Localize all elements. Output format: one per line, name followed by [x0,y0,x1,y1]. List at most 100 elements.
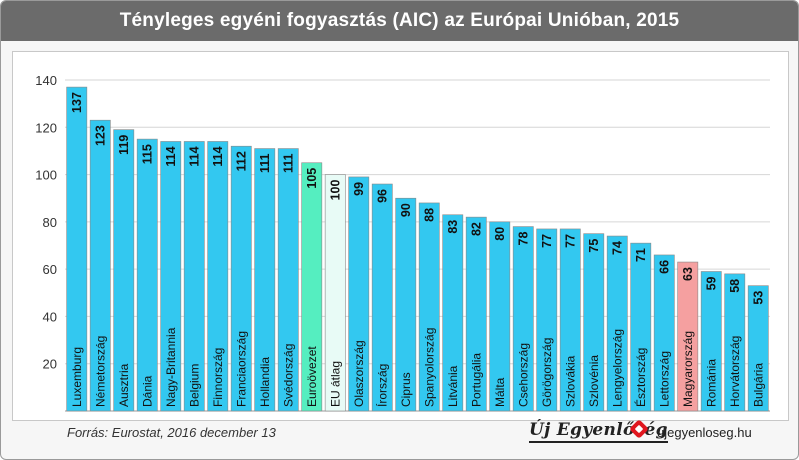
bar [418,202,440,412]
bar-value-label: 75 [587,239,601,253]
bar [324,174,346,412]
bar [489,221,511,412]
plot-panel: 20 40 60 80 100 120 140 137 Luxemburg 123 Németors… [12,51,789,421]
category-label: Luxemburg [70,347,84,407]
y-tick-label: 80 [43,215,57,230]
category-label: Ciprus [399,372,413,407]
y-tick-label: 100 [35,168,57,183]
bar [700,271,722,412]
bar-value-label: 114 [164,146,178,166]
bar-value-label: 111 [281,154,295,174]
bar-value-label: 71 [634,248,648,262]
category-label: Észtország [633,348,648,407]
bar [89,119,111,412]
category-label: Franciaország [234,331,248,407]
bar [442,214,464,412]
bar [512,226,534,412]
bar [66,86,88,412]
bar [277,148,299,412]
category-label: Portugália [469,353,483,407]
bar [536,228,558,412]
bar-value-label: 119 [117,135,131,155]
bar [630,242,652,412]
bar-value-label: 82 [469,222,483,236]
chart-title: Tényleges egyéni fogyasztás (AIC) az Eur… [119,10,680,31]
bar-value-label: 115 [140,144,154,164]
category-label: Lettország [657,351,671,407]
bar-value-label: 58 [728,279,742,293]
bar-value-label: 88 [422,208,436,222]
category-label: Horvátország [728,336,742,407]
bar [724,273,746,412]
bar [136,138,158,412]
bar-value-label: 59 [704,276,718,290]
category-label: Görögország [540,338,554,407]
bar-value-label: 114 [211,146,225,166]
bar-value-label: 66 [657,260,671,274]
bar [747,285,769,412]
bar [677,261,699,412]
bar-value-label: 80 [493,227,507,241]
bar-value-label: 99 [352,182,366,196]
bar [160,141,182,412]
category-label: Olaszország [352,340,366,407]
bar-value-label: 112 [234,151,248,171]
bar [395,197,417,412]
bar [348,176,370,412]
bar [301,162,323,412]
bar [371,183,393,412]
bar-value-label: 90 [399,203,413,217]
bar-value-label: 63 [681,267,695,281]
bar [207,141,229,412]
category-label: Magyarország [681,331,695,407]
bar [583,233,605,412]
bar [254,148,276,412]
site-url: ujegyenloseg.hu [657,425,752,440]
bar-value-label: 111 [258,154,272,174]
category-label: Svédország [281,344,295,407]
bar [113,129,135,412]
category-label: Ausztria [117,363,131,407]
bar-value-label: 53 [751,291,765,305]
category-label: Nagy-Britannia [164,327,178,407]
bar [230,145,252,412]
bar-value-label: 77 [563,234,577,248]
bar [183,141,205,412]
bar-value-label: 77 [540,234,554,248]
bar-value-label: 83 [446,220,460,234]
category-label: Hollandia [258,357,272,407]
category-label: Szlovénia [587,355,601,407]
bar-value-label: 96 [375,189,389,203]
category-label: Írország [374,364,389,407]
title-bar: Tényleges egyéni fogyasztás (AIC) az Eur… [1,1,798,41]
brand-logo: Új Egyenlőség [529,419,668,443]
category-label: Németország [93,336,107,407]
bar-value-label: 105 [305,168,319,189]
bar-value-label: 74 [610,241,624,255]
category-label: Dánia [140,375,154,407]
y-tick-label: 120 [35,120,57,135]
category-label: Finnország [211,348,225,407]
bar [606,235,628,412]
category-label: Euroövezet [305,346,319,407]
source-note: Forrás: Eurostat, 2016 december 13 [67,425,276,440]
bar-value-label: 114 [187,146,201,166]
category-label: Litvánia [446,365,460,407]
bar [653,254,675,412]
category-label: Lengyelország [610,329,624,407]
category-label: Spanyolország [422,328,436,407]
category-label: Csehország [516,343,530,407]
y-tick-label: 60 [43,262,57,277]
category-label: Bulgária [751,363,765,407]
category-label: Szlovákia [563,355,577,407]
category-label: Belgium [187,364,201,407]
bar-value-label: 137 [70,92,84,113]
bar [559,228,581,412]
y-tick-label: 40 [43,309,57,324]
bar-value-label: 123 [93,125,107,146]
category-label: EU átlag [328,361,342,407]
bar-value-label: 100 [328,180,342,201]
bar [465,216,487,412]
y-tick-label: 140 [35,73,57,88]
